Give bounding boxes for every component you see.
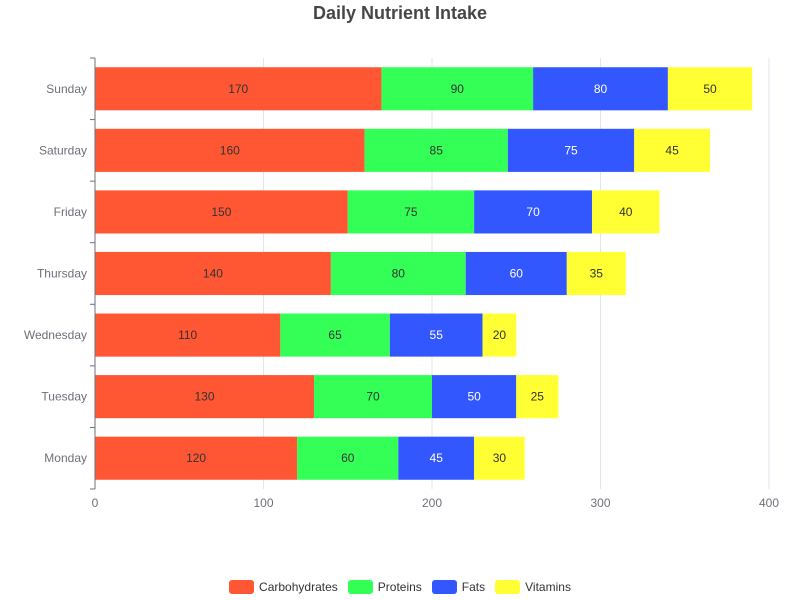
- legend-label: Proteins: [377, 580, 422, 594]
- bar-fats-saturday: [507, 128, 635, 172]
- bar-vitamins-sunday: [667, 67, 753, 111]
- data-label: 55: [430, 328, 444, 342]
- x-tick-label: 300: [590, 496, 610, 510]
- data-label: 40: [619, 205, 633, 219]
- legend-swatch: [347, 580, 373, 594]
- bar-proteins-thursday: [330, 251, 466, 296]
- data-label: 75: [404, 205, 418, 219]
- bar-proteins-friday: [347, 190, 475, 234]
- x-tick-label: 200: [422, 496, 442, 510]
- data-label: 50: [703, 82, 717, 96]
- data-label: 20: [493, 328, 507, 342]
- data-label: 65: [328, 328, 342, 342]
- legend-item-proteins[interactable]: Proteins: [347, 580, 422, 594]
- data-label: 25: [531, 390, 545, 404]
- bar-proteins-tuesday: [314, 375, 432, 419]
- bar-vitamins-saturday: [634, 128, 711, 172]
- data-label: 45: [430, 451, 444, 465]
- data-label: 110: [178, 328, 197, 342]
- data-label: 85: [430, 143, 444, 157]
- bar-proteins-wednesday: [280, 313, 390, 357]
- bar-vitamins-wednesday: [482, 313, 517, 357]
- bar-fats-monday: [398, 436, 475, 480]
- bar-carbohydrates-sunday: [95, 67, 382, 111]
- y-tick-label: Saturday: [39, 143, 87, 157]
- data-label: 50: [467, 390, 481, 404]
- bar-vitamins-thursday: [566, 251, 626, 296]
- bar-proteins-monday: [297, 436, 399, 480]
- bar-series: 120 60 45 30 130 70 50 25 110 65 55 20 140 80 60 35 150 7…: [95, 67, 753, 480]
- data-label: 70: [526, 205, 540, 219]
- bar-carbohydrates-wednesday: [95, 313, 281, 357]
- y-tick-label: Thursday: [37, 267, 87, 281]
- data-label: 60: [341, 451, 355, 465]
- y-tick-label: Friday: [54, 205, 87, 219]
- legend-swatch: [431, 580, 457, 594]
- chart-title: Daily Nutrient Intake: [312, 3, 488, 23]
- legend-label: Vitamins: [525, 580, 571, 594]
- bar-proteins-sunday: [381, 67, 534, 111]
- data-label: 90: [451, 82, 465, 96]
- bar-carbohydrates-saturday: [95, 128, 365, 172]
- legend-item-fats[interactable]: Fats: [431, 580, 486, 594]
- bar-carbohydrates-friday: [95, 190, 348, 234]
- data-label: 35: [590, 267, 604, 281]
- legend-item-carbohydrates[interactable]: Carbohydrates: [229, 580, 338, 594]
- axes: Monday Tuesday Wednesday Thursday Friday Satu…: [24, 57, 779, 510]
- bar-vitamins-monday: [474, 436, 525, 480]
- x-tick-label: 0: [92, 496, 99, 510]
- data-label: 60: [510, 267, 524, 281]
- x-tick-label: 100: [253, 496, 273, 510]
- legend-swatch: [229, 580, 255, 594]
- data-label: 80: [392, 267, 406, 281]
- bar-carbohydrates-thursday: [95, 251, 331, 296]
- legend-swatch: [495, 580, 521, 594]
- data-label: 160: [220, 143, 240, 157]
- data-label: 80: [594, 82, 608, 96]
- bar-proteins-saturday: [364, 128, 508, 172]
- bar-fats-wednesday: [389, 313, 483, 357]
- bar-fats-thursday: [465, 251, 567, 296]
- bar-fats-sunday: [533, 67, 668, 111]
- y-tick-label: Tuesday: [41, 390, 87, 404]
- bar-fats-friday: [474, 190, 593, 234]
- y-tick-label: Sunday: [46, 82, 87, 96]
- legend-label: Carbohydrates: [259, 580, 338, 594]
- legend: Carbohydrates Proteins Fats Vitamins: [0, 576, 800, 598]
- y-tick-label: Monday: [44, 451, 87, 465]
- data-label: 75: [564, 143, 578, 157]
- data-label: 30: [493, 451, 507, 465]
- bar-fats-tuesday: [432, 375, 517, 419]
- data-label: 150: [211, 205, 231, 219]
- data-label: 70: [366, 390, 380, 404]
- data-label: 140: [203, 267, 223, 281]
- bar-carbohydrates-tuesday: [95, 375, 315, 419]
- y-tick-label: Wednesday: [24, 328, 87, 342]
- data-label: 45: [665, 143, 679, 157]
- x-tick-label: 400: [759, 496, 779, 510]
- data-label: 130: [195, 390, 215, 404]
- legend-item-vitamins[interactable]: Vitamins: [495, 580, 571, 594]
- data-label: 170: [228, 82, 248, 96]
- bar-vitamins-friday: [592, 190, 660, 234]
- bar-carbohydrates-monday: [95, 436, 298, 480]
- bar-vitamins-tuesday: [516, 375, 559, 419]
- data-label: 120: [186, 451, 206, 465]
- legend-label: Fats: [461, 580, 486, 594]
